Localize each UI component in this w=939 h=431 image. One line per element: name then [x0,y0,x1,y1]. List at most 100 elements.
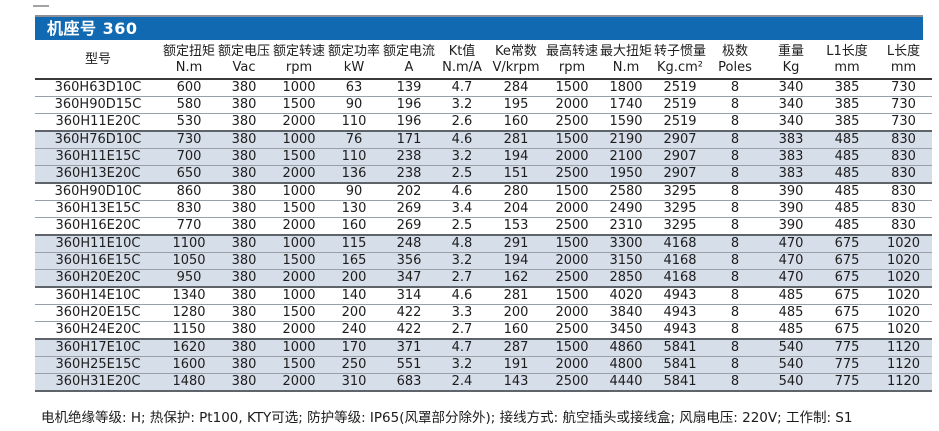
column-name: 额定转速 [272,44,325,59]
cell-value: 485 [819,165,875,184]
column-header-3: 额定转速 rpm [271,40,327,80]
cell-value: 830 [875,165,932,184]
cell-value: 139 [381,79,437,97]
cell-value: 8 [707,321,763,340]
cell-model: 360H11E15C [35,148,161,166]
cell-value: 1000 [271,131,327,149]
spec-sheet: 机座号 360 型号 额定扭矩 N.m 额定电压 Vac 额定转速 rpm 额定功率 kW 额定电… [35,15,932,426]
cell-value: 2.5 [437,165,487,184]
cell-value: 281 [487,287,545,305]
cell-value: 830 [875,148,932,166]
cell-value: 385 [819,113,875,132]
cell-value: 730 [875,113,932,132]
column-unit: A [404,60,414,75]
cell-value: 1500 [545,79,599,97]
cell-value: 3450 [599,321,653,340]
cell-value: 383 [763,148,819,166]
cell-value: 5841 [653,373,707,392]
cell-model: 360H14E10C [35,287,161,305]
column-header-11: 极数 Poles [707,40,763,80]
column-unit: rpm [558,60,586,75]
cell-value: 1620 [161,339,217,357]
cell-value: 281 [487,131,545,149]
cell-value: 1020 [875,321,932,340]
cell-value: 2907 [653,131,707,149]
cell-value: 485 [819,148,875,166]
cell-value: 196 [381,96,437,114]
cell-value: 380 [217,113,271,132]
cell-value: 380 [217,287,271,305]
cell-value: 1950 [599,165,653,184]
cell-value: 683 [381,373,437,392]
cell-value: 63 [327,79,381,97]
cell-value: 1500 [545,339,599,357]
cell-value: 1000 [271,79,327,97]
cell-value: 8 [707,356,763,374]
cell-value: 2000 [271,113,327,132]
cell-value: 380 [217,200,271,218]
table-row: 360H11E15C 700 380 1500 110 238 3.2 194 2000 2100… [35,148,932,166]
cell-value: 485 [763,304,819,322]
cell-value: 675 [819,287,875,305]
cell-value: 3.3 [437,304,487,322]
cell-value: 551 [381,356,437,374]
cell-value: 371 [381,339,437,357]
cell-value: 160 [487,113,545,132]
cell-value: 4020 [599,287,653,305]
cell-value: 2.7 [437,269,487,288]
cell-value: 380 [217,269,271,288]
cell-value: 4943 [653,304,707,322]
cell-value: 540 [763,339,819,357]
cell-value: 380 [217,304,271,322]
cell-value: 8 [707,183,763,201]
cell-value: 1000 [271,287,327,305]
cell-value: 385 [819,96,875,114]
cell-value: 390 [763,217,819,236]
cell-value: 2.6 [437,113,487,132]
cell-value: 385 [819,79,875,97]
cell-value: 162 [487,269,545,288]
cell-value: 2.4 [437,373,487,392]
cell-value: 1500 [545,235,599,253]
cell-value: 8 [707,304,763,322]
cell-value: 380 [217,79,271,97]
cell-value: 250 [327,356,381,374]
cell-value: 485 [763,287,819,305]
column-header-12: 重量 Kg [763,40,819,80]
column-header-4: 额定功率 kW [327,40,381,80]
cell-value: 540 [763,356,819,374]
cell-value: 140 [327,287,381,305]
column-header-9: 最大扭矩 N.m [599,40,653,80]
cell-value: 2000 [545,252,599,270]
cell-value: 195 [487,96,545,114]
cell-value: 540 [763,373,819,392]
cell-value: 8 [707,165,763,184]
cell-model: 360H24E20C [35,321,161,340]
cell-value: 2000 [271,321,327,340]
table-row: 360H14E10C 1340 380 1000 140 314 4.6 281 1500 402… [35,287,932,305]
column-name: Kt值 [448,44,476,59]
cell-value: 860 [161,183,217,201]
cell-value: 1500 [271,356,327,374]
cell-model: 360H17E10C [35,339,161,357]
column-name: 额定电流 [382,44,435,59]
cell-value: 1020 [875,269,932,288]
cell-value: 2500 [545,113,599,132]
cell-value: 4.8 [437,235,487,253]
cell-value: 3.2 [437,96,487,114]
cell-value: 170 [327,339,381,357]
cell-value: 380 [217,252,271,270]
cell-value: 202 [381,183,437,201]
cell-value: 4440 [599,373,653,392]
cell-value: 8 [707,148,763,166]
cell-value: 269 [381,217,437,236]
cell-value: 1150 [161,321,217,340]
cell-value: 2500 [545,373,599,392]
cell-value: 390 [763,200,819,218]
column-unit: mm [890,60,917,75]
column-name: 额定功率 [327,44,380,59]
column-header-1: 额定扭矩 N.m [161,40,217,80]
column-name: 极数 [721,44,748,59]
cell-value: 1500 [271,252,327,270]
footer-note: 电机绝缘等级: H; 热保护: Pt100, KTY可选; 防护等级: IP65… [41,410,853,426]
